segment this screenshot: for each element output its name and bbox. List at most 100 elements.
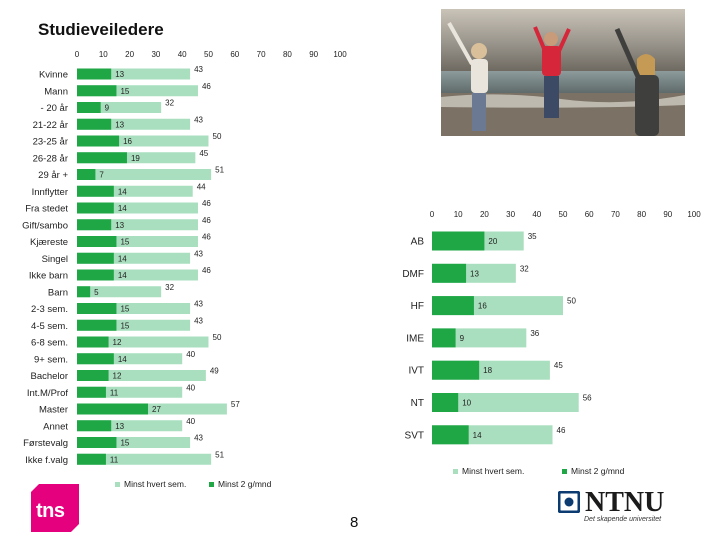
left-bar-minst-hvert-sem xyxy=(77,403,227,415)
left-category-label: Innflytter xyxy=(32,187,68,198)
left-data-label-minst-hvert-sem: 46 xyxy=(202,233,211,242)
left-data-label-minst-hvert-sem: 40 xyxy=(186,383,195,392)
left-data-label-minst-2-g-mnd: 15 xyxy=(120,238,129,247)
left-data-label-minst-hvert-sem: 43 xyxy=(194,65,203,74)
ntnu-logo-text: NTNU xyxy=(585,487,665,518)
left-x-tick-label: 30 xyxy=(151,50,160,59)
left-legend-entry: Minst hvert sem. xyxy=(124,479,186,489)
left-data-label-minst-2-g-mnd: 15 xyxy=(120,87,129,96)
right-bar-minst-hvert-sem xyxy=(432,393,579,412)
left-x-tick-label: 80 xyxy=(283,50,292,59)
right-data-label-minst-2-g-mnd: 18 xyxy=(483,366,492,375)
left-bar-minst-2-g-mnd xyxy=(77,453,106,465)
right-data-label-minst-hvert-sem: 36 xyxy=(530,329,539,338)
left-bar-minst-hvert-sem xyxy=(77,68,191,80)
left-data-label-minst-2-g-mnd: 14 xyxy=(118,187,127,196)
left-x-tick-label: 90 xyxy=(309,50,318,59)
left-data-label-minst-2-g-mnd: 11 xyxy=(110,455,119,464)
left-bar-minst-hvert-sem xyxy=(77,202,198,214)
right-data-label-minst-hvert-sem: 50 xyxy=(567,297,576,306)
right-category-label: IVT xyxy=(408,366,424,377)
left-data-label-minst-hvert-sem: 50 xyxy=(213,132,222,141)
left-bar-minst-2-g-mnd xyxy=(77,135,120,147)
left-bar-minst-2-g-mnd xyxy=(77,386,106,398)
right-category-label: HF xyxy=(411,301,424,312)
left-category-label: Annet xyxy=(43,421,68,432)
left-bar-minst-2-g-mnd xyxy=(77,85,117,97)
left-x-tick-label: 60 xyxy=(230,50,239,59)
left-category-label: Gift/sambo xyxy=(22,220,68,231)
ntnu-tagline: Det skapende universitet xyxy=(584,516,662,523)
right-category-label: DMF xyxy=(402,269,424,280)
right-data-label-minst-2-g-mnd: 14 xyxy=(473,431,482,440)
left-data-label-minst-2-g-mnd: 13 xyxy=(115,422,124,431)
left-data-label-minst-2-g-mnd: 11 xyxy=(110,388,119,397)
left-data-label-minst-2-g-mnd: 14 xyxy=(118,204,127,213)
right-data-label-minst-2-g-mnd: 10 xyxy=(462,399,471,408)
left-bar-minst-2-g-mnd xyxy=(77,185,114,197)
right-x-tick-label: 50 xyxy=(559,210,568,219)
right-x-tick-label: 40 xyxy=(532,210,541,219)
left-bar-minst-2-g-mnd xyxy=(77,102,101,113)
left-data-label-minst-hvert-sem: 40 xyxy=(186,350,195,359)
left-bar-minst-2-g-mnd xyxy=(77,286,91,298)
page-title: Studieveiledere xyxy=(38,20,164,39)
left-bar-minst-hvert-sem xyxy=(77,169,212,180)
right-data-label-minst-hvert-sem: 56 xyxy=(583,394,592,403)
right-bar-minst-hvert-sem xyxy=(432,328,527,348)
left-bar-minst-2-g-mnd xyxy=(77,219,112,231)
right-x-tick-label: 90 xyxy=(663,210,672,219)
left-legend-swatch xyxy=(115,482,120,487)
left-data-label-minst-hvert-sem: 46 xyxy=(202,199,211,208)
left-bar-minst-hvert-sem xyxy=(77,118,191,130)
left-bar-minst-2-g-mnd xyxy=(77,437,117,448)
left-data-label-minst-2-g-mnd: 14 xyxy=(118,355,127,364)
left-bar-minst-hvert-sem xyxy=(77,135,209,147)
right-category-label: IME xyxy=(406,333,424,344)
left-bar-minst-hvert-sem xyxy=(77,185,193,197)
left-category-label: Barn xyxy=(48,287,68,298)
left-bar-minst-hvert-sem xyxy=(77,437,191,448)
left-data-label-minst-hvert-sem: 32 xyxy=(165,283,174,292)
left-bar-minst-2-g-mnd xyxy=(77,370,109,381)
left-data-label-minst-2-g-mnd: 16 xyxy=(123,137,132,146)
left-legend-swatch xyxy=(209,482,214,487)
left-bar-minst-hvert-sem xyxy=(77,85,198,97)
left-bar-minst-2-g-mnd xyxy=(77,169,96,180)
right-data-label-minst-2-g-mnd: 13 xyxy=(470,269,479,278)
left-data-label-minst-hvert-sem: 43 xyxy=(194,316,203,325)
left-bar-minst-hvert-sem xyxy=(77,353,183,365)
left-x-tick-label: 70 xyxy=(257,50,266,59)
left-data-label-minst-2-g-mnd: 19 xyxy=(131,154,140,163)
left-category-label: 6-8 sem. xyxy=(31,338,68,349)
left-data-label-minst-2-g-mnd: 15 xyxy=(120,305,129,314)
right-data-label-minst-2-g-mnd: 20 xyxy=(488,237,497,246)
left-x-tick-label: 20 xyxy=(125,50,134,59)
left-legend-entry: Minst 2 g/mnd xyxy=(218,479,272,489)
left-data-label-minst-hvert-sem: 44 xyxy=(197,182,206,191)
left-category-label: 23-25 år xyxy=(33,137,68,148)
students-photo xyxy=(441,9,685,136)
left-bar-minst-2-g-mnd xyxy=(77,202,114,214)
left-bar-minst-hvert-sem xyxy=(77,386,183,398)
left-data-label-minst-hvert-sem: 46 xyxy=(202,266,211,275)
left-data-label-minst-hvert-sem: 40 xyxy=(186,417,195,426)
left-bar-minst-2-g-mnd xyxy=(77,403,149,415)
right-legend-entry: Minst hvert sem. xyxy=(462,466,524,476)
left-bar-minst-2-g-mnd xyxy=(77,319,117,331)
tns-logo xyxy=(31,484,79,532)
left-bar-minst-2-g-mnd xyxy=(77,336,109,348)
left-bar-minst-2-g-mnd xyxy=(77,118,112,130)
left-bar-minst-hvert-sem xyxy=(77,286,162,298)
left-bar-minst-hvert-sem xyxy=(77,336,209,348)
left-bar-minst-2-g-mnd xyxy=(77,152,127,164)
left-data-label-minst-hvert-sem: 51 xyxy=(215,166,224,175)
right-x-tick-label: 30 xyxy=(506,210,515,219)
left-x-tick-label: 10 xyxy=(99,50,108,59)
left-bar-minst-hvert-sem xyxy=(77,453,212,465)
left-data-label-minst-hvert-sem: 46 xyxy=(202,82,211,91)
left-category-label: Int.M/Prof xyxy=(27,388,69,399)
left-category-label: Kjæreste xyxy=(30,237,68,248)
left-category-label: Kvinne xyxy=(39,70,68,81)
left-category-label: 9+ sem. xyxy=(34,354,68,365)
